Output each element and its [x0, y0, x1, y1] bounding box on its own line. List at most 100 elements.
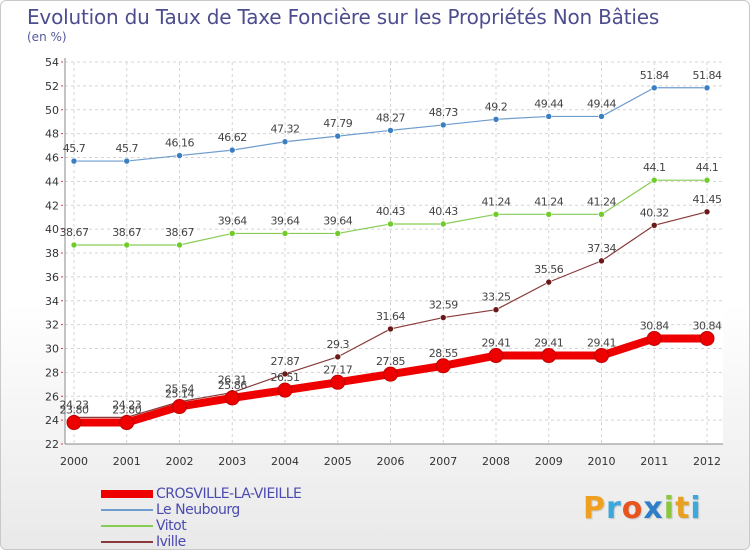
y-tick-label-2: 26 [45, 390, 59, 403]
point-le-neubourg-2010 [598, 113, 605, 120]
data-label-vitot-2005: 39.64 [323, 214, 352, 227]
logo-letter: t [675, 491, 691, 526]
data-label-vitot-2004: 39.64 [271, 214, 300, 227]
legend-item-vitot: Vitot [101, 518, 301, 534]
y-tick-label-7: 36 [45, 271, 59, 284]
point-vitot-2008 [492, 211, 500, 218]
point-le-neubourg-2008 [492, 116, 500, 123]
point-iville-2009 [545, 278, 553, 286]
data-label-iville-2005: 29.3 [327, 338, 350, 351]
logo-letter: P [583, 491, 606, 526]
x-tick-label-10: 2010 [588, 455, 616, 468]
data-label-iville-2007: 32.59 [429, 299, 458, 312]
data-label-crosville-la-vieille-2009: 29.41 [534, 337, 563, 350]
legend-label-vitot: Vitot [156, 518, 187, 534]
logo-letter: i [663, 491, 676, 526]
data-label-iville-2003: 26.31 [218, 374, 247, 387]
data-label-vitot-2011: 44.1 [643, 161, 666, 174]
point-vitot-2011 [650, 176, 658, 184]
chart-title: Evolution du Taux de Taxe Foncière sur l… [27, 5, 660, 29]
x-tick-label-0: 2000 [60, 455, 88, 468]
legend-swatch-vitot [101, 525, 153, 527]
point-le-neubourg-2006 [387, 127, 394, 134]
point-crosville-la-vieille-2010 [594, 348, 609, 364]
legend-label-crosville-la-vieille: CROSVILLE-LA-VIEILLE [156, 486, 302, 502]
y-tick-label-1: 24 [45, 414, 59, 427]
x-tick-label-2: 2002 [166, 455, 194, 468]
point-vitot-2007 [439, 220, 447, 228]
data-label-iville-2011: 40.32 [640, 206, 669, 219]
x-tick-label-1: 2001 [113, 455, 141, 468]
y-tick-label-6: 34 [45, 295, 59, 308]
data-label-vitot-2000: 38.67 [60, 226, 89, 239]
legend: CROSVILLE-LA-VIEILLE Le Neubourg Vitot Ivil… [101, 486, 302, 549]
point-vitot-2010 [598, 211, 605, 218]
point-crosville-la-vieille-2006 [383, 366, 398, 382]
x-tick-label-12: 2012 [693, 455, 721, 468]
x-tick-label-11: 2011 [640, 455, 668, 468]
point-iville-2011 [650, 222, 658, 229]
point-crosville-la-vieille-2011 [646, 330, 662, 346]
data-label-iville-2002: 25.54 [165, 383, 194, 396]
logo-letter: o [621, 491, 644, 526]
x-tick-label-5: 2005 [324, 455, 352, 468]
data-label-vitot-2009: 41.24 [534, 195, 563, 208]
data-label-vitot-2010: 41.24 [587, 195, 616, 208]
y-tick-label-9: 40 [45, 223, 59, 236]
point-crosville-la-vieille-2001 [119, 415, 135, 431]
data-label-iville-2004: 27.87 [271, 355, 300, 368]
x-tick-label-6: 2006 [377, 455, 405, 468]
legend-item-iville: Iville [101, 534, 301, 549]
data-label-vitot-2012: 44.1 [696, 161, 719, 174]
point-le-neubourg-2002 [176, 152, 183, 159]
data-label-crosville-la-vieille-2011: 30.84 [640, 319, 669, 332]
y-tick-label-11: 44 [45, 175, 59, 188]
point-vitot-2003 [228, 230, 236, 237]
point-le-neubourg-2012 [703, 84, 711, 92]
data-label-crosville-la-vieille-2003: 25.86 [218, 379, 247, 392]
data-label-le-neubourg-2004: 47.32 [271, 123, 300, 136]
data-label-le-neubourg-2011: 51.84 [640, 69, 669, 82]
data-label-le-neubourg-2006: 48.27 [376, 111, 405, 124]
x-tick-label-8: 2008 [482, 455, 510, 468]
data-label-iville-2010: 37.34 [587, 242, 616, 255]
data-label-le-neubourg-2010: 49.44 [587, 97, 616, 110]
point-iville-2006 [387, 325, 394, 333]
point-iville-2012 [703, 208, 711, 216]
data-label-crosville-la-vieille-2004: 26.51 [271, 371, 300, 384]
point-iville-2004 [281, 370, 289, 378]
point-crosville-la-vieille-2009 [541, 348, 557, 364]
data-label-le-neubourg-2003: 46.62 [218, 131, 247, 144]
point-vitot-2009 [545, 211, 553, 218]
point-le-neubourg-2011 [650, 84, 658, 92]
y-tick-label-14: 50 [45, 104, 59, 117]
x-tick-label-4: 2004 [271, 455, 299, 468]
data-label-vitot-2006: 40.43 [376, 205, 405, 218]
point-crosville-la-vieille-2012 [699, 330, 715, 346]
point-vitot-2012 [703, 176, 711, 184]
y-tick-label-12: 46 [45, 152, 59, 165]
point-vitot-2005 [334, 230, 342, 237]
data-label-crosville-la-vieille-2000: 23.80 [60, 404, 89, 417]
data-label-vitot-2002: 38.67 [165, 226, 194, 239]
point-crosville-la-vieille-2005 [330, 374, 346, 390]
data-label-crosville-la-vieille-2005: 27.17 [323, 363, 352, 376]
point-le-neubourg-2005 [334, 132, 342, 140]
data-label-le-neubourg-2008: 49.2 [485, 100, 508, 113]
data-label-vitot-2003: 39.64 [218, 214, 247, 227]
data-label-crosville-la-vieille-2001: 23.80 [112, 404, 141, 417]
data-label-crosville-la-vieille-2006: 27.85 [376, 355, 405, 368]
y-tick-label-0: 22 [45, 438, 59, 451]
legend-item-crosville-la-vieille: CROSVILLE-LA-VIEILLE [101, 486, 302, 502]
data-label-le-neubourg-2002: 46.16 [165, 137, 194, 150]
legend-item-le-neubourg: Le Neubourg [101, 502, 301, 518]
point-crosville-la-vieille-2000 [66, 415, 82, 431]
y-tick-label-8: 38 [45, 247, 59, 260]
data-label-le-neubourg-2005: 47.79 [323, 117, 352, 130]
point-le-neubourg-2003 [228, 146, 236, 154]
y-tick-label-3: 28 [45, 366, 59, 379]
data-label-crosville-la-vieille-2002: 25.14 [165, 388, 194, 401]
x-tick-label-9: 2009 [535, 455, 563, 468]
y-tick-label-4: 30 [45, 343, 59, 356]
